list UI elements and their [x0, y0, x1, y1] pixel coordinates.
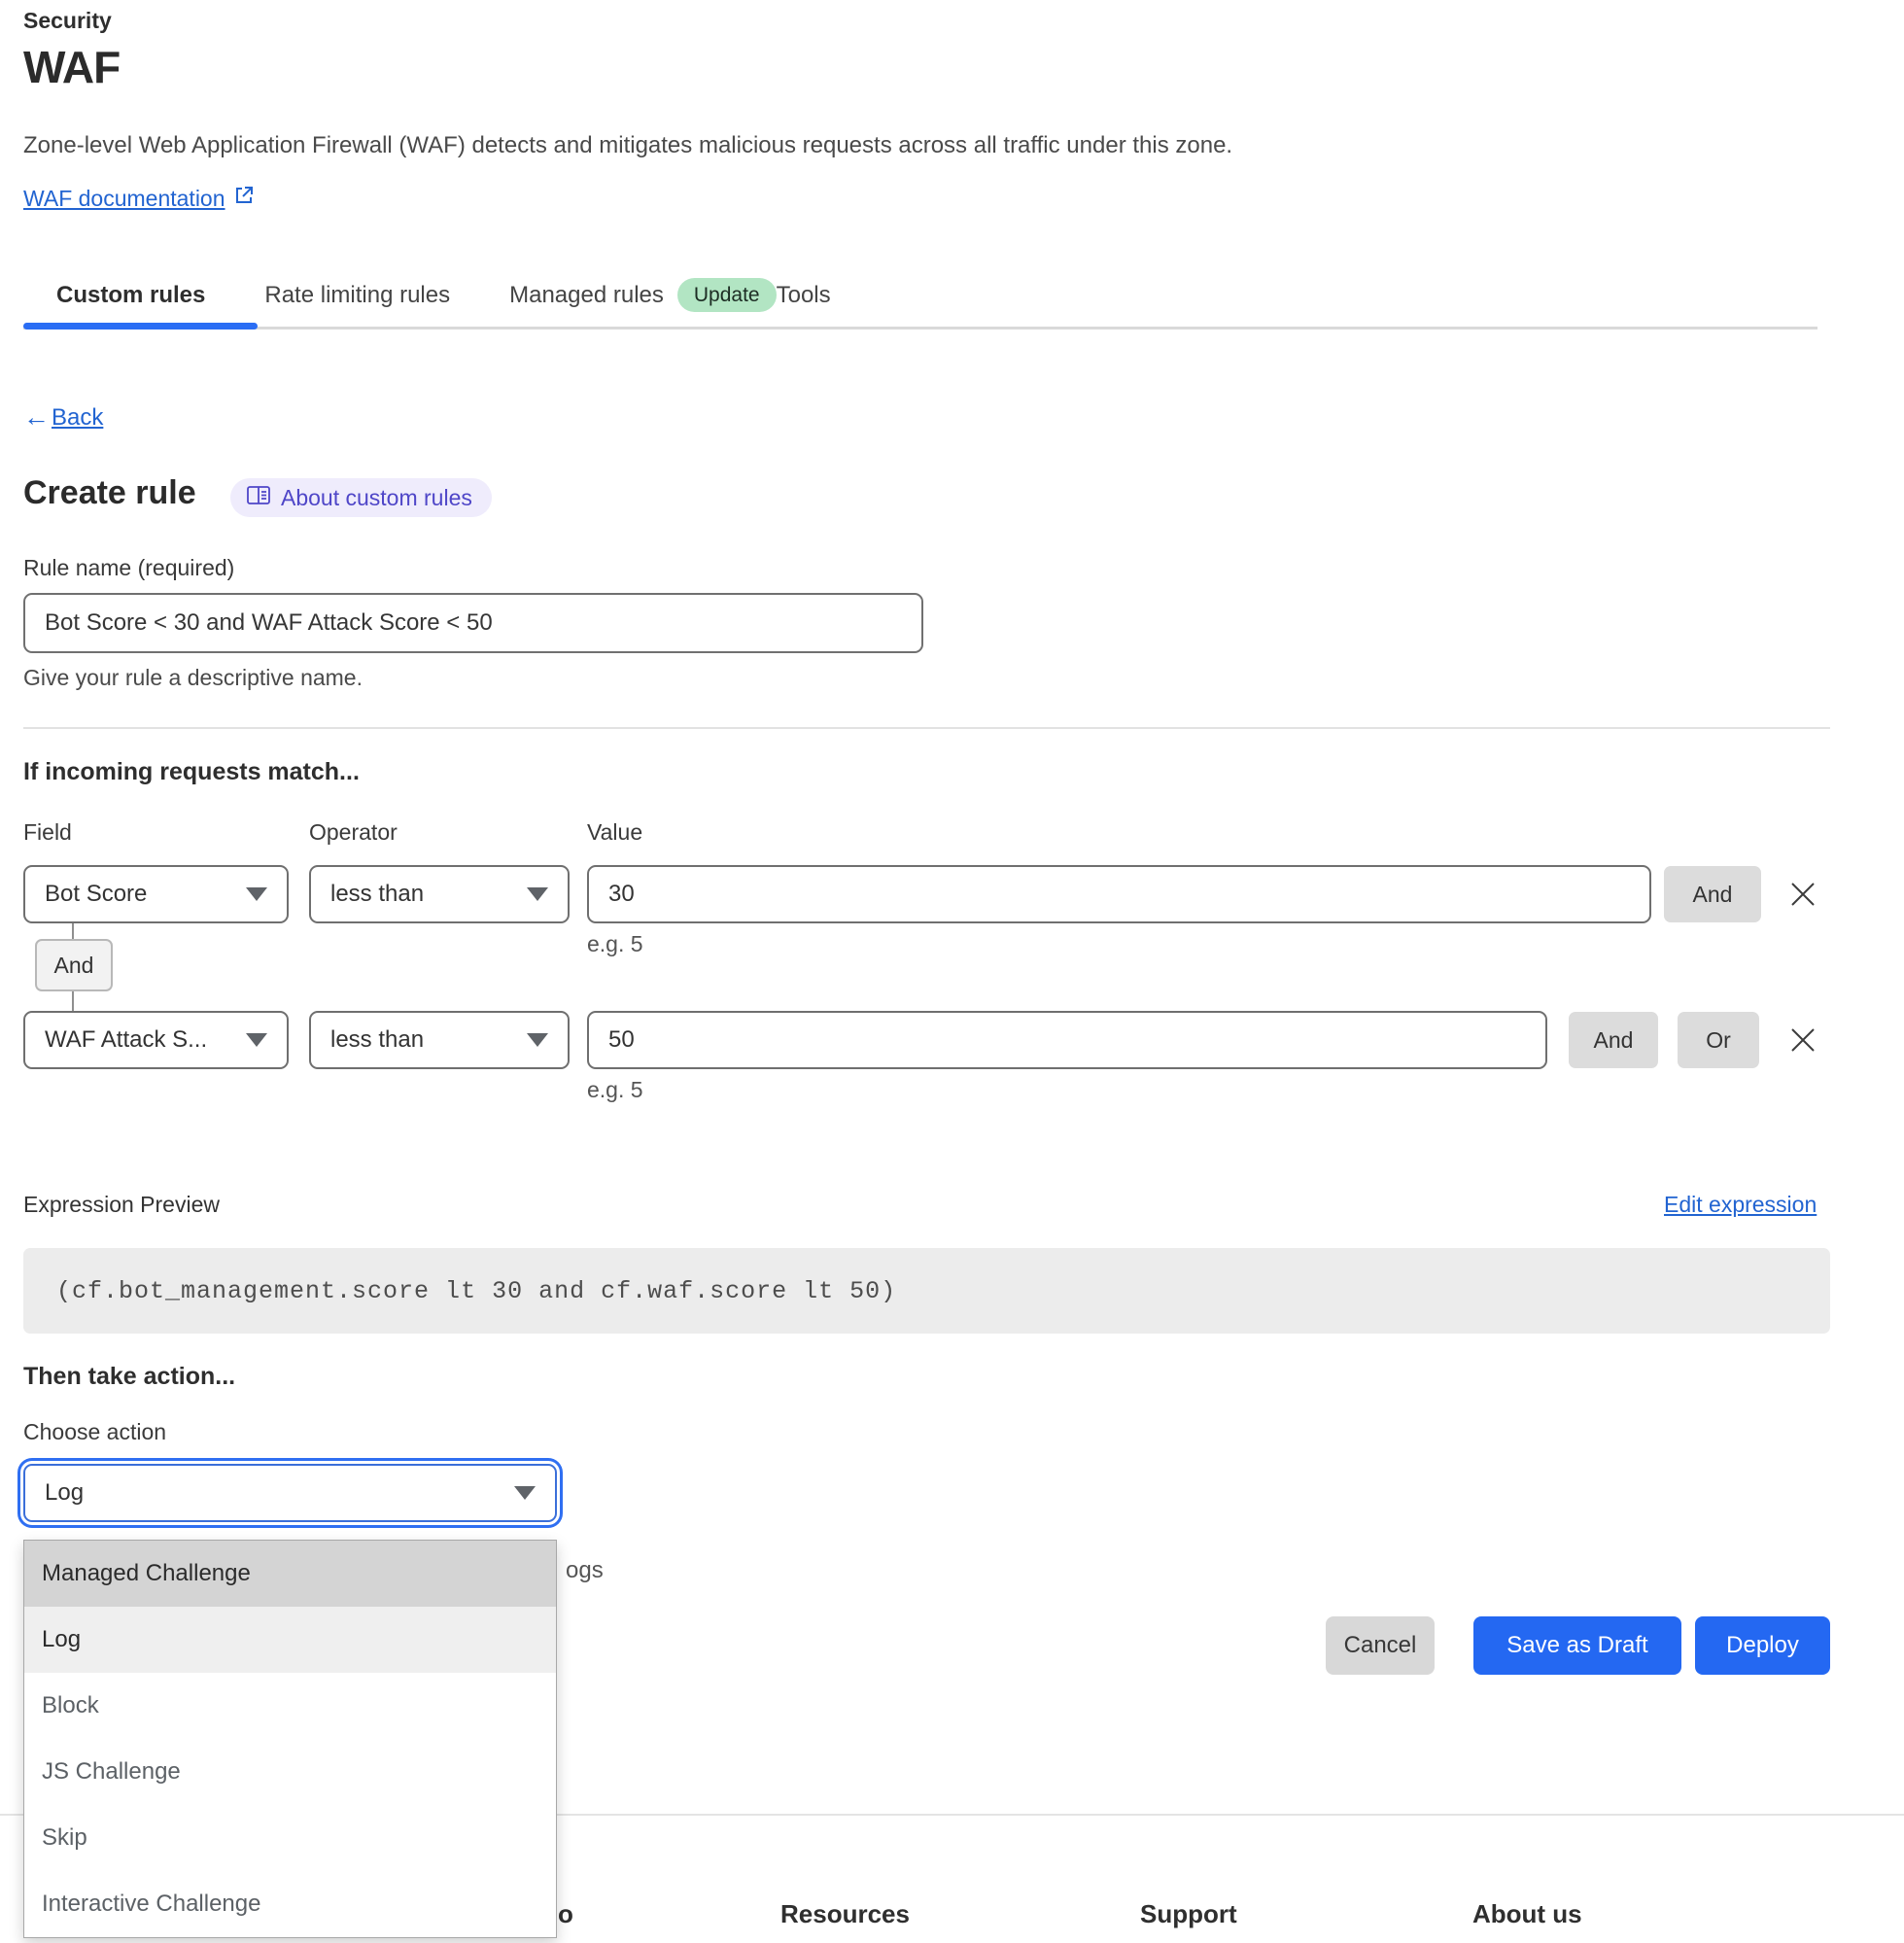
chevron-down-icon [527, 1033, 548, 1047]
choose-action-select[interactable]: Log [23, 1464, 557, 1522]
value-column-label: Value [587, 819, 643, 845]
create-rule-heading: Create rule [23, 474, 196, 511]
value-input-row1[interactable] [587, 865, 1651, 923]
about-custom-rules-label: About custom rules [281, 484, 472, 510]
field-select-row1[interactable]: Bot Score [23, 865, 289, 923]
and-button-row2[interactable]: And [1569, 1012, 1658, 1068]
save-as-draft-button[interactable]: Save as Draft [1473, 1616, 1681, 1675]
covered-help-text-fragment: ogs [566, 1557, 604, 1583]
match-section-heading: If incoming requests match... [23, 758, 360, 785]
tab-rate-limiting-rules[interactable]: Rate limiting rules [264, 281, 451, 308]
page-title: WAF [23, 42, 121, 92]
choose-action-label: Choose action [23, 1419, 167, 1444]
footer-column-resources[interactable]: Resources [780, 1899, 910, 1928]
field-select-row2-value: WAF Attack S... [45, 1026, 208, 1053]
expression-code: (cf.bot_management.score lt 30 and cf.wa… [56, 1276, 897, 1305]
remove-condition-row2-icon[interactable] [1786, 1024, 1819, 1057]
back-arrow-icon: ← [23, 402, 50, 432]
about-custom-rules-badge[interactable]: About custom rules [230, 478, 492, 517]
tab-bar: Custom rules Rate limiting rules Managed… [56, 278, 831, 312]
dropdown-option-skip[interactable]: Skip [24, 1805, 556, 1871]
footer-column-support[interactable]: Support [1140, 1899, 1237, 1928]
operator-select-row1[interactable]: less than [309, 865, 570, 923]
chevron-down-icon [514, 1486, 536, 1500]
rule-name-input[interactable] [23, 593, 923, 653]
action-section-heading: Then take action... [23, 1363, 236, 1390]
waf-documentation-label: WAF documentation [23, 185, 225, 211]
action-dropdown-menu: Managed Challenge Log Block JS Challenge… [23, 1540, 557, 1938]
or-button-row2[interactable]: Or [1678, 1012, 1759, 1068]
operator-select-row2[interactable]: less than [309, 1011, 570, 1069]
value-hint-row2: e.g. 5 [587, 1077, 643, 1102]
tab-tools[interactable]: Tools [776, 281, 831, 308]
dropdown-option-log[interactable]: Log [24, 1607, 556, 1673]
page-description: Zone-level Web Application Firewall (WAF… [23, 132, 1233, 158]
remove-condition-row1-icon[interactable] [1786, 878, 1819, 911]
back-link[interactable]: ← Back [23, 402, 103, 433]
operator-select-row1-value: less than [330, 881, 425, 907]
chevron-down-icon [246, 1033, 267, 1047]
value-hint-row1: e.g. 5 [587, 931, 643, 956]
dropdown-option-interactive-challenge[interactable]: Interactive Challenge [24, 1871, 556, 1937]
expression-preview-label: Expression Preview [23, 1192, 220, 1217]
edit-expression-link[interactable]: Edit expression [1664, 1192, 1817, 1217]
rule-name-help: Give your rule a descriptive name. [23, 665, 363, 690]
book-icon [246, 484, 271, 512]
field-select-row1-value: Bot Score [45, 881, 148, 907]
tab-divider [23, 327, 1817, 330]
footer-covered-fragment: o [558, 1899, 573, 1928]
waf-documentation-link[interactable]: WAF documentation [23, 185, 255, 212]
chevron-down-icon [246, 887, 267, 901]
field-column-label: Field [23, 819, 72, 845]
breadcrumb: Security [23, 8, 112, 33]
expression-preview-block: (cf.bot_management.score lt 30 and cf.wa… [23, 1248, 1830, 1334]
dropdown-option-js-challenge[interactable]: JS Challenge [24, 1739, 556, 1805]
operator-select-row2-value: less than [330, 1026, 425, 1053]
update-badge: Update [676, 278, 777, 312]
operator-column-label: Operator [309, 819, 398, 845]
external-link-icon [233, 185, 255, 212]
dropdown-option-managed-challenge[interactable]: Managed Challenge [24, 1541, 556, 1607]
footer-divider [0, 1814, 1904, 1816]
value-input-row2[interactable] [587, 1011, 1547, 1069]
chevron-down-icon [527, 887, 548, 901]
footer-column-about-us[interactable]: About us [1472, 1899, 1582, 1928]
rule-name-label: Rule name (required) [23, 555, 235, 580]
dropdown-option-block[interactable]: Block [24, 1673, 556, 1739]
cancel-button[interactable]: Cancel [1326, 1616, 1435, 1675]
field-select-row2[interactable]: WAF Attack S... [23, 1011, 289, 1069]
tab-managed-rules[interactable]: Managed rules [509, 281, 664, 308]
divider [23, 727, 1830, 729]
tab-custom-rules[interactable]: Custom rules [56, 281, 206, 308]
back-label: Back [52, 403, 104, 431]
active-tab-indicator [23, 323, 258, 330]
deploy-button[interactable]: Deploy [1695, 1616, 1830, 1675]
group-and-connector[interactable]: And [35, 939, 113, 991]
and-button-row1[interactable]: And [1664, 866, 1761, 922]
choose-action-selected-value: Log [45, 1479, 85, 1506]
